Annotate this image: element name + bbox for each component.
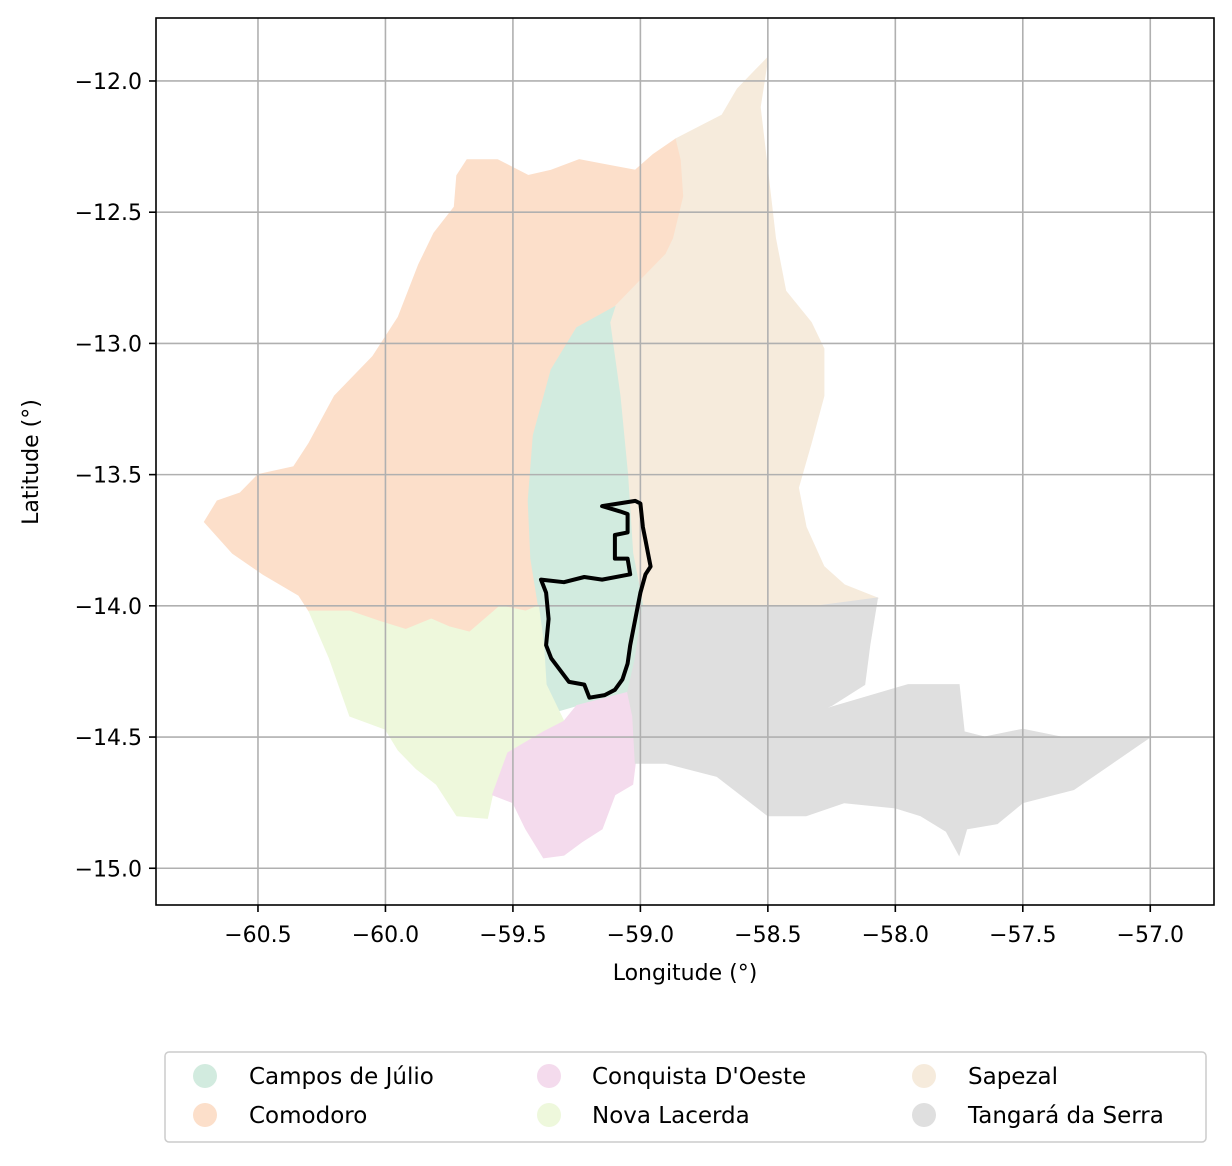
legend-swatch xyxy=(537,1103,561,1127)
x-tick-label: −60.0 xyxy=(352,923,419,948)
y-axis-ticks: −12.0 −12.5 −13.0 −13.5 −14.0 −14.5 −15.0 xyxy=(75,70,156,882)
legend-box xyxy=(164,1051,1207,1143)
y-tick-label: −15.0 xyxy=(75,857,142,882)
legend-label: Comodoro xyxy=(249,1103,367,1129)
x-tick-label: −57.0 xyxy=(1117,923,1184,948)
axes-frame xyxy=(155,17,1215,906)
legend-swatch xyxy=(912,1103,936,1127)
y-tick-label: −12.0 xyxy=(75,70,142,95)
legend-swatch xyxy=(537,1064,561,1088)
legend-label: Campos de Júlio xyxy=(249,1064,434,1090)
legend-label: Nova Lacerda xyxy=(592,1103,750,1129)
x-axis-label: Longitude (°) xyxy=(613,961,758,986)
legend-entry-nova-lacerda: Nova Lacerda xyxy=(537,1103,750,1129)
legend-label: Conquista D'Oeste xyxy=(592,1064,806,1090)
legend-entry-tangara-da-serra: Tangará da Serra xyxy=(912,1103,1164,1129)
legend-entry-sapezal: Sapezal xyxy=(912,1064,1058,1090)
y-tick-label: −14.0 xyxy=(75,595,142,620)
x-tick-label: −57.5 xyxy=(989,923,1056,948)
x-tick-label: −59.5 xyxy=(479,923,546,948)
x-tick-label: −60.5 xyxy=(224,923,291,948)
legend-entry-comodoro: Comodoro xyxy=(193,1103,367,1129)
legend-entry-conquista-doeste: Conquista D'Oeste xyxy=(537,1064,806,1090)
region-tangara-da-serra xyxy=(627,597,1152,857)
region-conquista-d-oeste xyxy=(491,691,636,859)
y-axis-label: Latitude (°) xyxy=(19,399,44,525)
y-tick-label: −12.5 xyxy=(75,201,142,226)
boundary-layer xyxy=(539,498,653,700)
legend-swatch xyxy=(912,1064,936,1088)
y-tick-label: −13.0 xyxy=(75,332,142,357)
legend-swatch xyxy=(193,1103,217,1127)
legend-label: Tangará da Serra xyxy=(967,1103,1164,1129)
legend-label: Sapezal xyxy=(968,1064,1058,1090)
grid-layer xyxy=(156,18,1214,905)
region-sapezal xyxy=(609,55,880,607)
y-tick-label: −13.5 xyxy=(75,464,142,489)
legend: Campos de Júlio Comodoro Conquista D'Oes… xyxy=(164,1051,1207,1143)
region-nova-lacerda xyxy=(308,605,565,819)
legend-swatch xyxy=(193,1064,217,1088)
x-axis-ticks: −60.5 −60.0 −59.5 −59.0 −58.5 −58.0 −57.5 −57.0 xyxy=(224,905,1184,948)
legend-entry-campos-de-julio: Campos de Júlio xyxy=(193,1064,434,1090)
y-tick-label: −14.5 xyxy=(75,726,142,751)
x-tick-label: −58.5 xyxy=(734,923,801,948)
x-tick-label: −59.0 xyxy=(607,923,674,948)
regions-layer xyxy=(203,55,1152,859)
highlighted-boundary xyxy=(539,498,653,700)
x-tick-label: −58.0 xyxy=(862,923,929,948)
